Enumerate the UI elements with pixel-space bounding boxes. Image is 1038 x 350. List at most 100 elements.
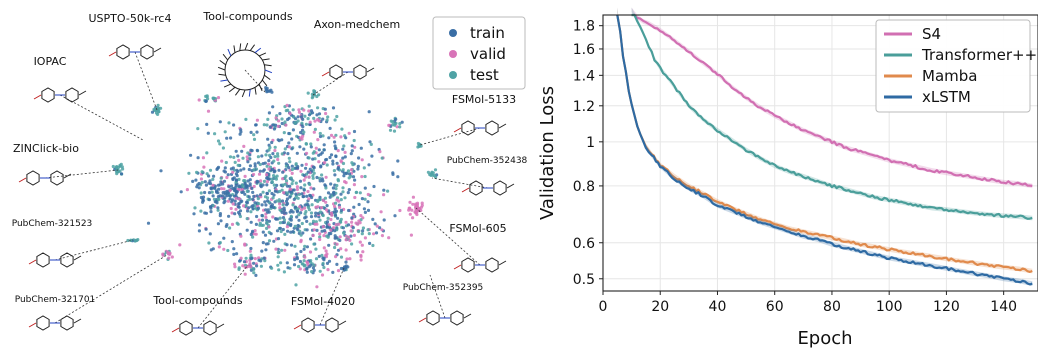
ring (179, 320, 193, 336)
scatter-point (289, 214, 293, 218)
scatter-point (318, 131, 322, 136)
scatter-point (293, 258, 297, 262)
leader-line (244, 69, 266, 93)
scatter-point (407, 208, 411, 212)
scatter-point (241, 184, 245, 188)
scatter-point (282, 270, 286, 274)
scatter-point (252, 271, 256, 275)
scatter-point (276, 124, 280, 128)
scatter-point (329, 182, 333, 186)
scatter-point (239, 256, 243, 260)
ring (116, 44, 130, 60)
scatter-point (203, 190, 207, 195)
scatter-point (236, 154, 240, 158)
ring (50, 170, 64, 186)
scatter-point (222, 169, 226, 173)
scatter-point (276, 217, 280, 221)
scatter-point (318, 210, 323, 214)
scatter-point (189, 153, 193, 157)
annotation-label: FSMol-605 (449, 222, 506, 235)
scatter-point (293, 121, 298, 125)
scatter-point (233, 186, 237, 190)
scatter-point (298, 179, 302, 183)
scatter-point (249, 220, 253, 224)
scatter-point (352, 233, 356, 237)
scatter-point (327, 136, 331, 140)
leader-line (54, 239, 134, 261)
scatter-point (312, 187, 316, 191)
bond (254, 87, 257, 95)
scatter-point (300, 121, 304, 125)
scatter-point (278, 189, 282, 194)
scatter-point (366, 208, 371, 212)
scatter-point (420, 201, 424, 205)
scatter-point (343, 150, 347, 154)
scatter-point (129, 238, 133, 242)
scatter-point (211, 194, 215, 198)
scatter-point (322, 143, 326, 147)
scatter-point (118, 169, 122, 173)
scatter-point (314, 220, 318, 224)
scatter-point (265, 226, 269, 230)
scatter-point (281, 177, 285, 181)
scatter-point (398, 122, 402, 126)
scatter-point (297, 108, 301, 112)
series-lines (616, 7, 1033, 286)
scatter-point (219, 180, 223, 184)
scatter-point (295, 210, 299, 214)
scatter-point (391, 123, 395, 127)
scatter-point (289, 230, 293, 234)
scatter-point (307, 175, 311, 179)
scatter-point (344, 136, 348, 140)
scatter-point (266, 176, 270, 180)
scatter-point (299, 136, 303, 140)
scatter-point (235, 168, 239, 172)
scatter-point (341, 147, 345, 151)
scatter-point (316, 106, 320, 110)
scatter-point (314, 247, 318, 251)
scatter-point (196, 127, 200, 131)
scatter-point (321, 198, 325, 203)
scatter-point (237, 158, 241, 162)
scatter-point (361, 226, 365, 230)
scatter-point (252, 168, 256, 172)
scatter-point (156, 106, 160, 110)
scatter-point (318, 218, 322, 222)
scatter-point (372, 232, 376, 236)
scatter-point (366, 200, 370, 204)
y-tick-label: 0.8 (573, 179, 595, 195)
scatter-point (218, 214, 222, 218)
scatter-point (369, 142, 373, 146)
annotation-label: FSMol-4020 (291, 295, 355, 308)
scatter-point (314, 211, 318, 215)
scatter-point (282, 131, 286, 135)
scatter-point (380, 156, 384, 160)
scatter-point (288, 210, 292, 214)
ring (60, 315, 74, 331)
scatter-point (299, 186, 303, 190)
x-tick-label: 120 (933, 299, 960, 315)
scatter-point (271, 167, 275, 171)
scatter-point (223, 166, 227, 170)
scatter-point (324, 208, 329, 212)
scatter-point (347, 235, 351, 239)
scatter-point (248, 262, 252, 266)
scatter-point (357, 202, 361, 207)
scatter-point (347, 188, 351, 192)
molecule-structure-icon (461, 180, 515, 196)
ring (301, 317, 315, 333)
scatter-point (325, 225, 329, 229)
scatter-point (287, 131, 291, 136)
scatter-point (314, 146, 318, 150)
scatter-point (324, 158, 328, 162)
scatter-point (309, 263, 313, 267)
scatter-point (273, 169, 277, 173)
bond (264, 64, 272, 67)
scatter-point (254, 273, 258, 277)
scatter-point (326, 216, 330, 220)
bond (63, 173, 72, 179)
scatter-point (305, 151, 309, 155)
scatter-point (312, 130, 316, 134)
scatter-point (325, 261, 330, 265)
scatter-point (283, 248, 287, 252)
